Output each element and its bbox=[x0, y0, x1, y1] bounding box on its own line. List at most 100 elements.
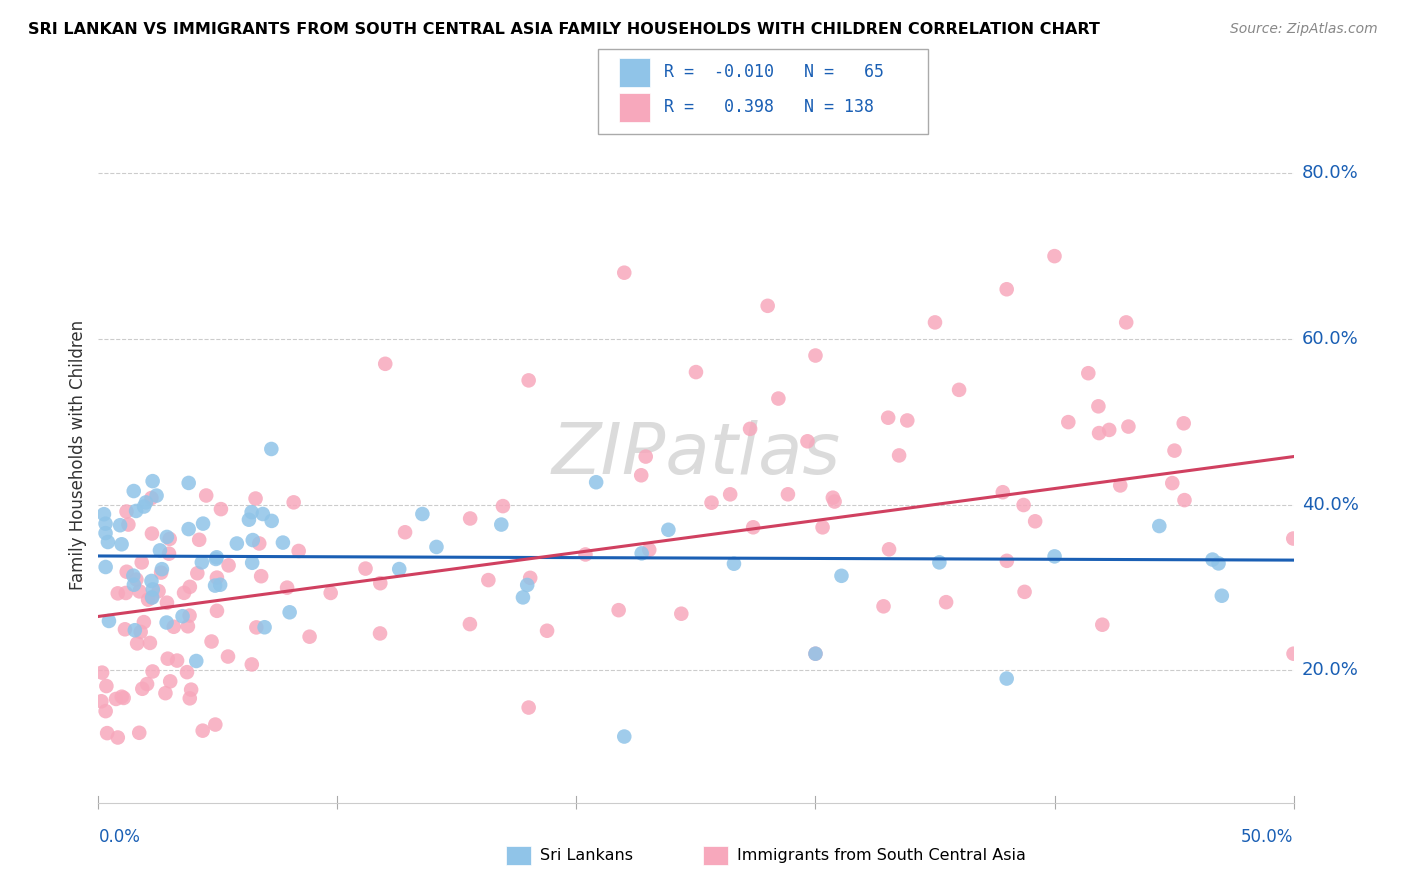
Point bbox=[179, 608, 201, 623]
Point bbox=[191, 555, 214, 569]
Point bbox=[97, 614, 120, 628]
Point bbox=[132, 615, 155, 629]
Point bbox=[824, 494, 846, 508]
Point bbox=[1109, 478, 1132, 492]
Point bbox=[1163, 443, 1185, 458]
Point bbox=[896, 413, 918, 427]
Point bbox=[115, 504, 138, 518]
Point bbox=[149, 543, 172, 558]
Point bbox=[1043, 249, 1066, 263]
Point bbox=[142, 474, 165, 488]
Point bbox=[887, 449, 910, 463]
Point bbox=[1201, 552, 1223, 566]
Point bbox=[796, 434, 818, 449]
Point bbox=[388, 562, 411, 576]
Point bbox=[238, 513, 260, 527]
Point bbox=[141, 574, 163, 588]
Point bbox=[287, 544, 309, 558]
Point bbox=[830, 569, 852, 583]
Point bbox=[517, 373, 540, 387]
Point bbox=[200, 634, 222, 648]
Point bbox=[179, 691, 201, 706]
Point bbox=[1012, 498, 1035, 512]
Point bbox=[877, 410, 900, 425]
Point bbox=[195, 488, 218, 502]
Point bbox=[872, 599, 894, 614]
Point bbox=[145, 489, 167, 503]
Point bbox=[411, 507, 433, 521]
Point bbox=[1088, 426, 1111, 441]
Point bbox=[173, 586, 195, 600]
Point bbox=[122, 578, 145, 592]
Point bbox=[634, 450, 657, 464]
Text: R =  -0.010   N =   65: R = -0.010 N = 65 bbox=[664, 63, 883, 81]
Point bbox=[107, 586, 129, 600]
Point bbox=[260, 514, 283, 528]
Point bbox=[129, 624, 152, 639]
Point bbox=[250, 569, 273, 583]
Point bbox=[271, 535, 294, 549]
Point bbox=[217, 649, 239, 664]
Point bbox=[114, 586, 136, 600]
Point bbox=[928, 555, 950, 569]
Point bbox=[94, 516, 117, 531]
Point bbox=[128, 726, 150, 740]
Point bbox=[94, 704, 117, 718]
Point bbox=[209, 502, 232, 516]
Point bbox=[245, 491, 267, 506]
Point bbox=[186, 566, 208, 581]
Point bbox=[1115, 315, 1137, 329]
Point bbox=[756, 299, 779, 313]
Point bbox=[685, 365, 707, 379]
Point bbox=[191, 516, 214, 531]
Point bbox=[368, 576, 391, 591]
Point bbox=[176, 665, 198, 680]
Point bbox=[159, 674, 181, 689]
Point bbox=[585, 475, 607, 490]
Point bbox=[122, 483, 145, 498]
Point bbox=[1024, 514, 1046, 528]
Point bbox=[458, 617, 481, 632]
Point bbox=[1014, 585, 1036, 599]
Point bbox=[124, 624, 146, 638]
Point bbox=[205, 552, 228, 566]
Point bbox=[374, 357, 396, 371]
Text: Source: ZipAtlas.com: Source: ZipAtlas.com bbox=[1230, 22, 1378, 37]
Point bbox=[205, 604, 228, 618]
Point bbox=[108, 518, 131, 533]
Point bbox=[125, 573, 148, 587]
Point bbox=[242, 533, 264, 547]
Point bbox=[247, 536, 270, 550]
Text: 40.0%: 40.0% bbox=[1302, 496, 1358, 514]
Point bbox=[240, 556, 263, 570]
Point bbox=[354, 561, 377, 575]
Point bbox=[1077, 366, 1099, 380]
Point bbox=[159, 532, 181, 546]
Point bbox=[768, 392, 790, 406]
Point bbox=[240, 505, 263, 519]
Point bbox=[877, 542, 900, 557]
Point bbox=[141, 591, 163, 605]
Point bbox=[1091, 617, 1114, 632]
Point bbox=[166, 654, 188, 668]
Text: ZIPatlas: ZIPatlas bbox=[551, 420, 841, 490]
Point bbox=[188, 533, 211, 547]
Point bbox=[142, 582, 165, 597]
Point bbox=[131, 681, 153, 696]
Point bbox=[924, 315, 946, 329]
Point bbox=[723, 557, 745, 571]
Text: 0.0%: 0.0% bbox=[98, 828, 141, 846]
Point bbox=[613, 266, 636, 280]
Text: 80.0%: 80.0% bbox=[1302, 164, 1358, 182]
Point bbox=[91, 665, 114, 680]
Point bbox=[204, 717, 226, 731]
Point bbox=[141, 591, 163, 605]
Point bbox=[995, 554, 1018, 568]
Text: 60.0%: 60.0% bbox=[1302, 330, 1358, 348]
Text: 50.0%: 50.0% bbox=[1241, 828, 1294, 846]
Point bbox=[630, 468, 652, 483]
Point bbox=[157, 547, 180, 561]
Point bbox=[177, 619, 200, 633]
Text: Immigrants from South Central Asia: Immigrants from South Central Asia bbox=[737, 848, 1025, 863]
Point bbox=[1173, 417, 1195, 431]
